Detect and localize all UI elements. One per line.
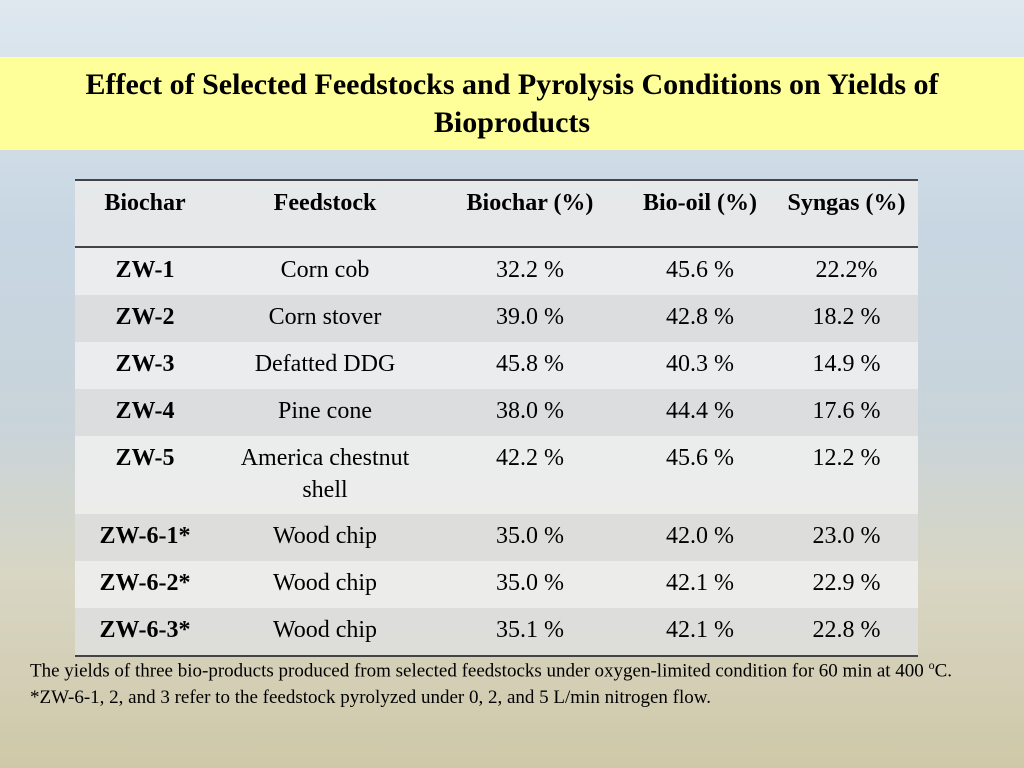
table-cell: 42.1 %: [625, 561, 775, 608]
table-cell: 42.1 %: [625, 608, 775, 657]
table-cell: ZW-5: [75, 436, 215, 514]
table-cell: 45.6 %: [625, 436, 775, 514]
table-cell: Corn stover: [215, 295, 435, 342]
table-cell: Pine cone: [215, 389, 435, 436]
table-cell: 22.9 %: [775, 561, 918, 608]
table-cell: 32.2 %: [435, 247, 625, 295]
table-cell: Defatted DDG: [215, 342, 435, 389]
table-cell: 38.0 %: [435, 389, 625, 436]
table-row: ZW-6-1* Wood chip 35.0 % 42.0 % 23.0 %: [75, 514, 918, 561]
table-cell: 42.2 %: [435, 436, 625, 514]
table-cell: 12.2 %: [775, 436, 918, 514]
header-cell: Biochar: [75, 179, 215, 248]
table-cell: 23.0 %: [775, 514, 918, 561]
table-cell: 35.0 %: [435, 514, 625, 561]
header-cell: Syngas (%): [775, 179, 918, 248]
table-cell: ZW-4: [75, 389, 215, 436]
yield-table: Biochar Feedstock Biochar (%) Bio-oil (%) Sy…: [75, 179, 918, 657]
table-cell: ZW-6-2*: [75, 561, 215, 608]
table-body: ZW-1 Corn cob 32.2 % 45.6 % 22.2% ZW-2 Corn st…: [75, 247, 918, 657]
note-text: C.: [934, 660, 952, 682]
table-cell: Corn cob: [215, 247, 435, 295]
header-cell: Feedstock: [215, 179, 435, 248]
table-cell: 35.0 %: [435, 561, 625, 608]
header-cell: Biochar (%): [435, 179, 625, 248]
table-row: ZW-2 Corn stover 39.0 % 42.8 % 18.2 %: [75, 295, 918, 342]
table-cell: 35.1 %: [435, 608, 625, 657]
header-row: Biochar Feedstock Biochar (%) Bio-oil (%) Sy…: [75, 179, 918, 248]
table-cell: Wood chip: [215, 514, 435, 561]
table-cell: 45.6 %: [625, 247, 775, 295]
title: Effect of Selected Feedstocks and Pyroly…: [85, 67, 939, 139]
table-cell: 17.6 %: [775, 389, 918, 436]
table-row: ZW-5 America chestnut shell 42.2 % 45.6 % 12…: [75, 436, 918, 514]
table-row: ZW-6-2* Wood chip 35.0 % 42.1 % 22.9 %: [75, 561, 918, 608]
note-text: The yields of three bio-products produce…: [30, 660, 929, 682]
table-cell: 40.3 %: [625, 342, 775, 389]
header-cell: Bio-oil (%): [625, 179, 775, 248]
table-row: ZW-4 Pine cone 38.0 % 44.4 % 17.6 %: [75, 389, 918, 436]
table-cell: 18.2 %: [775, 295, 918, 342]
table-row: ZW-1 Corn cob 32.2 % 45.6 % 22.2%: [75, 247, 918, 295]
table-cell: 42.0 %: [625, 514, 775, 561]
title-band: Effect of Selected Feedstocks and Pyroly…: [0, 57, 1024, 150]
table-cell: 22.2%: [775, 247, 918, 295]
table-cell: 22.8 %: [775, 608, 918, 657]
table-cell: ZW-3: [75, 342, 215, 389]
table-cell: ZW-6-3*: [75, 608, 215, 657]
table-cell: Wood chip: [215, 561, 435, 608]
table-cell: 45.8 %: [435, 342, 625, 389]
table-cell: America chestnut shell: [215, 436, 435, 514]
table-cell: ZW-1: [75, 247, 215, 295]
note-superscript: o: [928, 658, 935, 672]
table-cell: 42.8 %: [625, 295, 775, 342]
table-cell: ZW-2: [75, 295, 215, 342]
table-cell: 14.9 %: [775, 342, 918, 389]
note-line: The yields of three bio-products produce…: [30, 652, 970, 684]
notes: The yields of three bio-products produce…: [30, 652, 970, 711]
note-line: *ZW-6-1, 2, and 3 refer to the feedstock…: [30, 687, 711, 709]
table-row: ZW-6-3* Wood chip 35.1 % 42.1 % 22.8 %: [75, 608, 918, 657]
table-cell: Wood chip: [215, 608, 435, 657]
table-cell: 39.0 %: [435, 295, 625, 342]
table-cell: ZW-6-1*: [75, 514, 215, 561]
table-cell: 44.4 %: [625, 389, 775, 436]
table-row: ZW-3 Defatted DDG 45.8 % 40.3 % 14.9 %: [75, 342, 918, 389]
